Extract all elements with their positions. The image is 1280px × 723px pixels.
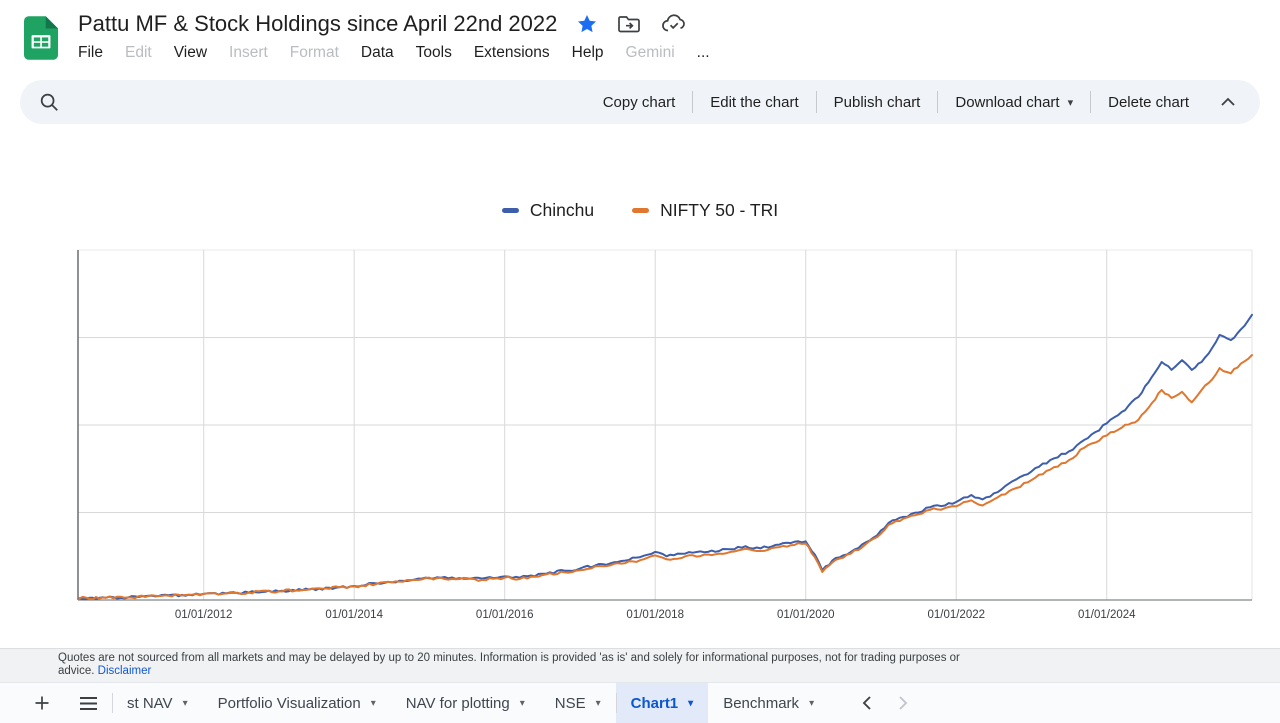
x-axis-tick-label: 01/01/2020 <box>777 609 835 621</box>
sheet-tab-nse[interactable]: NSE ▾ <box>540 683 616 723</box>
chart-axes <box>77 250 1252 601</box>
menu-item-view[interactable]: View <box>173 44 208 61</box>
menu-item-data[interactable]: Data <box>360 44 394 61</box>
sheet-tab-st-nav[interactable]: st NAV ▾ <box>112 683 203 723</box>
legend-item: NIFTY 50 - TRI <box>632 200 778 221</box>
x-axis-tick-label: 01/01/2022 <box>927 609 985 621</box>
copy-chart-button[interactable]: Copy chart <box>586 94 693 111</box>
x-axis-labels: 01/01/2012 01/01/2014 01/01/2016 01/01/2018… <box>175 609 1136 621</box>
all-sheets-button[interactable] <box>68 683 108 723</box>
delete-chart-button[interactable]: Delete chart <box>1091 94 1206 111</box>
disclaimer-link[interactable]: Disclaimer <box>97 665 152 677</box>
menu-item-tools[interactable]: Tools <box>415 44 452 61</box>
legend-swatch <box>632 208 650 213</box>
scroll-tabs-left-button[interactable] <box>861 695 872 711</box>
menu-item-help[interactable]: Help <box>571 44 604 61</box>
app-header: Pattu MF & Stock Holdings since April 22… <box>0 0 1280 78</box>
x-axis-tick-label: 01/01/2016 <box>476 609 534 621</box>
chart-legend: Chinchu NIFTY 50 - TRI <box>0 200 1280 221</box>
x-axis-tick-label: 01/01/2014 <box>325 609 383 621</box>
menu-item-format: Format <box>289 44 339 61</box>
chevron-down-icon: ▾ <box>370 697 376 709</box>
search-icon[interactable] <box>38 91 60 113</box>
toolbar-divider <box>815 91 817 113</box>
menu-item-file[interactable]: File <box>78 44 103 61</box>
sheet-tab-benchmark[interactable]: Benchmark ▾ <box>708 683 829 723</box>
publish-chart-button[interactable]: Publish chart <box>817 94 938 111</box>
tab-label: NAV for plotting <box>405 694 510 712</box>
chevron-down-icon: ▾ <box>688 697 694 709</box>
chevron-down-icon: ▾ <box>182 697 188 709</box>
button-label: Delete chart <box>1108 93 1189 111</box>
scroll-tabs-right-button[interactable] <box>898 695 909 711</box>
tab-label: Portfolio Visualization <box>217 694 361 712</box>
edit-the-chart-button[interactable]: Edit the chart <box>693 94 815 111</box>
chart-area: 01/01/2012 01/01/2014 01/01/2016 01/01/2018… <box>0 124 1280 648</box>
tab-scroll-controls <box>861 683 909 723</box>
tab-label: st NAV <box>127 694 173 712</box>
button-label: Download chart <box>955 93 1060 111</box>
sheet-tab-chart1[interactable]: Chart1 ▾ <box>615 683 709 723</box>
x-axis-tick-label: 01/01/2018 <box>626 609 684 621</box>
star-icon[interactable] <box>577 14 597 34</box>
menu-item-extensions[interactable]: Extensions <box>473 44 550 61</box>
google-sheets-logo[interactable] <box>24 16 58 60</box>
tab-label: NSE <box>554 694 586 712</box>
toolbar-divider <box>692 91 694 113</box>
legend-swatch <box>501 208 519 213</box>
x-axis-tick-label: 01/01/2012 <box>175 609 233 621</box>
chart-toolbar: Copy chart Edit the chart Publish chart Dow… <box>20 80 1260 124</box>
series-line-chinchu <box>78 313 1253 601</box>
menu-bar: File Edit View Insert Format Data Tools Extensi… <box>78 44 710 62</box>
chevron-down-icon: ▾ <box>595 697 601 709</box>
button-label: Edit the chart <box>710 93 799 111</box>
chevron-down-icon: ▾ <box>519 697 525 709</box>
nav-line-chart: 01/01/2012 01/01/2014 01/01/2016 01/01/2018… <box>77 249 1253 621</box>
sheet-tabs: st NAV ▾ Portfolio Visualization ▾ NAV for p… <box>112 683 829 723</box>
sheet-tab-bar: st NAV ▾ Portfolio Visualization ▾ NAV for p… <box>0 682 1280 723</box>
legend-label: Chinchu <box>529 200 595 220</box>
menu-item-gemini: Gemini <box>625 44 675 61</box>
chevron-down-icon: ▾ <box>1067 96 1074 109</box>
collapse-toolbar-button[interactable] <box>1206 97 1260 107</box>
document-title[interactable]: Pattu MF & Stock Holdings since April 22… <box>78 11 558 36</box>
menu-item-edit: Edit <box>124 44 152 61</box>
quotes-disclaimer: Quotes are not sourced from all markets … <box>0 648 1280 682</box>
add-sheet-button[interactable] <box>22 683 62 723</box>
tab-label: Chart1 <box>630 694 679 712</box>
disclaimer-line2: advice. <box>58 665 98 677</box>
menu-item-insert: Insert <box>229 44 268 61</box>
sheet-tab-portfolio-visualization[interactable]: Portfolio Visualization ▾ <box>203 683 391 723</box>
series-line-nifty-50-tri <box>78 354 1253 601</box>
toolbar-divider <box>937 91 939 113</box>
chart-action-buttons: Copy chart Edit the chart Publish chart Dow… <box>586 80 1206 124</box>
button-label: Publish chart <box>833 93 921 111</box>
move-folder-icon[interactable] <box>617 12 641 36</box>
disclaimer-line1: Quotes are not sourced from all markets … <box>58 652 960 664</box>
toolbar-divider <box>1090 91 1092 113</box>
button-label: Copy chart <box>602 93 676 111</box>
chart-gridlines <box>78 249 1253 600</box>
tab-label: Benchmark <box>723 694 800 712</box>
chevron-down-icon: ▾ <box>809 697 815 709</box>
x-axis-tick-label: 01/01/2024 <box>1078 609 1136 621</box>
legend-item: Chinchu <box>501 200 595 221</box>
download-chart-button[interactable]: Download chart ▾ <box>938 94 1090 111</box>
menu-item-[interactable]: ... <box>696 44 710 61</box>
sheet-tab-nav-for-plotting[interactable]: NAV for plotting ▾ <box>391 683 540 723</box>
cloud-saved-icon <box>661 11 687 37</box>
legend-label: NIFTY 50 - TRI <box>660 200 779 220</box>
